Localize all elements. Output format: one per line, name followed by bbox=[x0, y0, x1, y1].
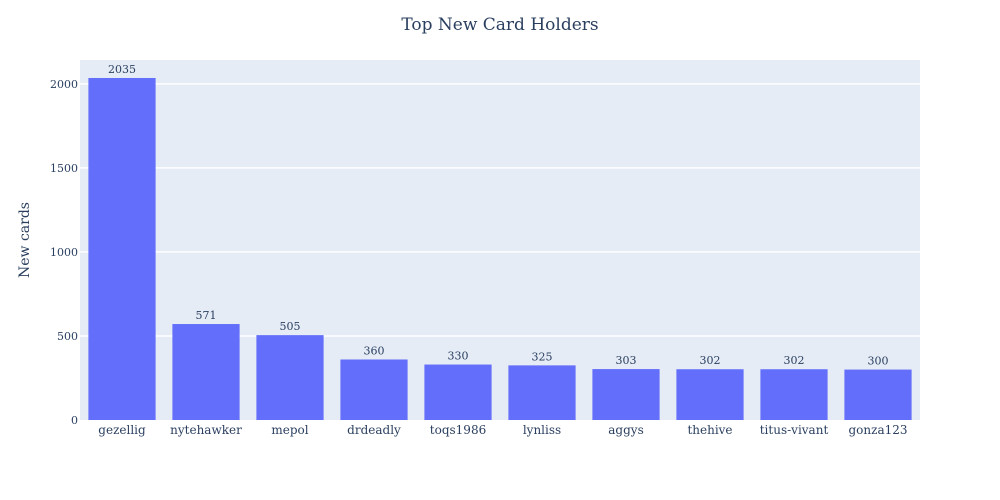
y-tick-label: 0 bbox=[71, 414, 78, 427]
data-label: 302 bbox=[700, 354, 721, 367]
y-tick-label: 500 bbox=[57, 330, 78, 343]
bar-nytehawker[interactable] bbox=[172, 324, 240, 420]
chart-title: Top New Card Holders bbox=[401, 15, 598, 35]
bar-aggys[interactable] bbox=[592, 369, 660, 420]
x-tick-label: gonza123 bbox=[848, 423, 907, 437]
data-labels: 2035 571 505 360 330 325 303 302 302 300 bbox=[108, 63, 889, 368]
data-label: 505 bbox=[280, 320, 301, 333]
x-tick-label: toqs1986 bbox=[430, 423, 486, 437]
bar-toqs1986[interactable] bbox=[424, 364, 492, 420]
bar-gezellig[interactable] bbox=[88, 77, 156, 421]
x-tick-label: drdeadly bbox=[347, 423, 401, 437]
data-label: 302 bbox=[784, 354, 805, 367]
data-label: 330 bbox=[448, 350, 469, 363]
data-label: 2035 bbox=[108, 63, 136, 76]
x-tick-label: nytehawker bbox=[170, 423, 242, 437]
data-label: 303 bbox=[616, 354, 637, 367]
bar-drdeadly[interactable] bbox=[340, 359, 408, 420]
data-label: 571 bbox=[196, 309, 217, 322]
x-tick-label: mepol bbox=[271, 423, 308, 437]
x-tick-label: thehive bbox=[687, 423, 732, 437]
x-tick-label: lynliss bbox=[523, 423, 561, 437]
bar-gonza123[interactable] bbox=[844, 369, 912, 420]
y-axis-title: New cards bbox=[17, 202, 33, 278]
bar-mepol[interactable] bbox=[256, 335, 324, 420]
y-axis-ticks: 0 500 1000 1500 2000 bbox=[50, 78, 78, 427]
x-tick-label: titus-vivant bbox=[760, 423, 829, 437]
y-tick-label: 1000 bbox=[50, 246, 78, 259]
data-label: 300 bbox=[868, 355, 889, 368]
x-tick-label: aggys bbox=[608, 423, 643, 437]
bar-titus-vivant[interactable] bbox=[760, 369, 828, 420]
y-tick-label: 2000 bbox=[50, 78, 78, 91]
bar-lynliss[interactable] bbox=[508, 365, 576, 420]
y-tick-label: 1500 bbox=[50, 162, 78, 175]
x-axis-ticks: gezellig nytehawker mepol drdeadly toqs1986 l… bbox=[98, 423, 907, 437]
data-label: 360 bbox=[364, 344, 385, 357]
data-label: 325 bbox=[532, 350, 553, 363]
x-tick-label: gezellig bbox=[98, 423, 146, 437]
bars bbox=[88, 77, 912, 421]
bar-thehive[interactable] bbox=[676, 369, 744, 420]
